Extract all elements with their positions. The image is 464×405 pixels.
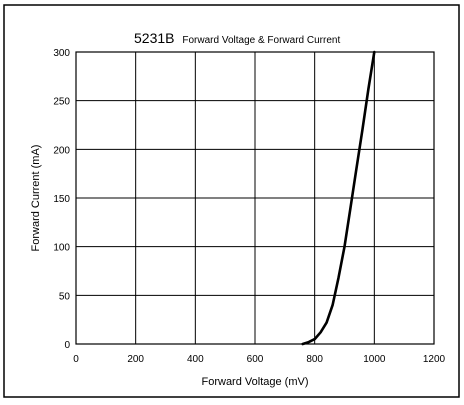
x-tick-label: 1000 (363, 354, 386, 365)
y-tick-label: 250 (53, 97, 70, 108)
series-layer (301, 50, 376, 346)
x-tick-label: 1200 (423, 354, 446, 365)
y-tick-label: 300 (53, 48, 70, 59)
x-tick-label: 600 (247, 354, 264, 365)
chart-title-main: 5231B (134, 30, 174, 46)
series-line (301, 50, 376, 346)
outer-border (3, 4, 460, 398)
y-tick-label: 100 (53, 243, 70, 254)
grid (75, 51, 435, 345)
x-tick-label: 400 (187, 354, 204, 365)
chart-title: 5231B Forward Voltage & Forward Current (134, 30, 340, 46)
y-tick-label: 50 (59, 291, 71, 302)
plot-area-border (75, 51, 435, 345)
x-tick-label: 800 (306, 354, 323, 365)
y-axis-label: Forward Current (mA) (30, 145, 42, 252)
tick-labels: 0 200 400 600 800 1000 1200 0 50 100 150 200 250 300 (53, 48, 445, 365)
x-tick-label: 200 (127, 354, 144, 365)
x-tick-label: 0 (73, 354, 79, 365)
chart-title-sub: Forward Voltage & Forward Current (182, 35, 340, 46)
y-tick-label: 200 (53, 145, 70, 156)
x-axis-label: Forward Voltage (mV) (202, 376, 309, 388)
y-tick-label: 0 (64, 340, 70, 351)
y-tick-label: 150 (53, 194, 70, 205)
